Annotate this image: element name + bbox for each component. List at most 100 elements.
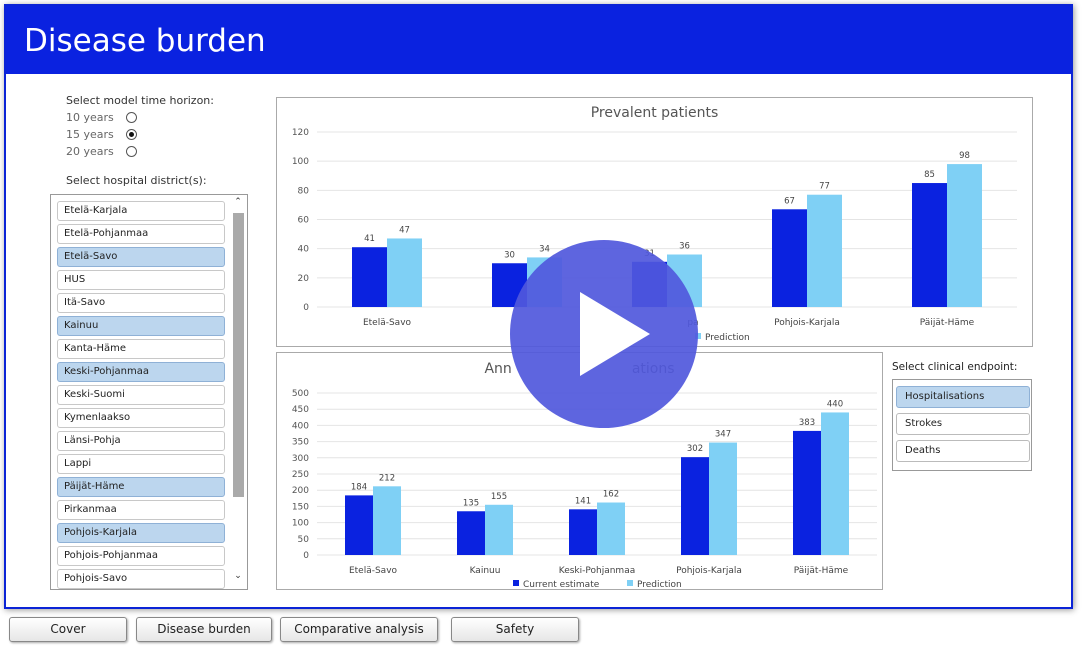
data-label: 41 xyxy=(364,234,375,244)
legend-swatch-current xyxy=(513,580,519,586)
bar-current xyxy=(457,511,485,555)
district-item[interactable]: Etelä-Savo xyxy=(57,247,225,267)
district-item[interactable]: Kanta-Häme xyxy=(57,339,225,359)
tab-cover[interactable]: Cover xyxy=(9,617,127,642)
endpoint-hospitalisations[interactable]: Hospitalisations xyxy=(896,386,1030,408)
scroll-thumb[interactable] xyxy=(233,213,244,497)
district-item[interactable]: Keski-Suomi xyxy=(57,385,225,405)
data-label: 162 xyxy=(603,490,619,500)
play-button[interactable] xyxy=(510,240,698,428)
radio-15-years[interactable]: 15 years xyxy=(66,128,137,141)
bar-current xyxy=(793,430,821,555)
district-listbox[interactable]: ⌃ ⌄ Etelä-Karjala Etelä-Pohjanmaa Etelä-Sa… xyxy=(50,194,248,590)
y-tick-label: 450 xyxy=(292,405,309,415)
bar-current xyxy=(681,457,709,555)
district-item[interactable]: Lappi xyxy=(57,454,225,474)
y-tick-label: 400 xyxy=(292,421,309,431)
data-label: 30 xyxy=(504,250,515,260)
bar-prediction xyxy=(387,238,422,307)
data-label: 212 xyxy=(379,473,395,483)
district-item[interactable]: Länsi-Pohja xyxy=(57,431,225,451)
tab-disease-burden[interactable]: Disease burden xyxy=(136,617,272,642)
radio-label: 15 years xyxy=(66,128,114,141)
data-label: 98 xyxy=(959,151,970,161)
y-tick-label: 50 xyxy=(298,535,310,545)
bar-prediction xyxy=(821,412,849,555)
endpoint-selector[interactable]: Hospitalisations Strokes Deaths xyxy=(892,379,1032,471)
district-item[interactable]: Pohjois-Savo xyxy=(57,569,225,589)
data-label: 347 xyxy=(715,430,731,440)
data-label: 36 xyxy=(679,242,690,252)
x-tick-label: Kainuu xyxy=(470,566,501,576)
x-tick-label: Etelä-Savo xyxy=(349,566,398,576)
y-tick-label: 0 xyxy=(303,303,309,313)
district-item[interactable]: Etelä-Karjala xyxy=(57,201,225,221)
district-item[interactable]: HUS xyxy=(57,270,225,290)
bar-current xyxy=(772,209,807,307)
district-item[interactable]: Keski-Pohjanmaa xyxy=(57,362,225,382)
data-label: 302 xyxy=(687,444,703,454)
radio-button[interactable] xyxy=(126,146,137,157)
chevron-down-icon[interactable]: ⌄ xyxy=(234,571,242,581)
data-label: 85 xyxy=(924,170,935,180)
chart-title-part: Ann xyxy=(484,361,512,377)
data-label: 155 xyxy=(491,492,507,502)
y-tick-label: 20 xyxy=(298,274,310,284)
bar-prediction xyxy=(373,486,401,555)
bar-prediction xyxy=(709,442,737,555)
endpoint-deaths[interactable]: Deaths xyxy=(896,440,1030,462)
y-tick-label: 0 xyxy=(303,551,309,561)
endpoint-label: Select clinical endpoint: xyxy=(892,361,1018,373)
data-label: 67 xyxy=(784,196,795,206)
x-tick-label: Etelä-Savo xyxy=(363,318,412,328)
radio-button[interactable] xyxy=(126,112,137,123)
radio-20-years[interactable]: 20 years xyxy=(66,145,137,158)
data-label: 184 xyxy=(351,482,367,492)
radio-label: 20 years xyxy=(66,145,114,158)
district-item[interactable]: Pohjois-Pohjanmaa xyxy=(57,546,225,566)
x-tick-label: Päijät-Häme xyxy=(920,318,975,328)
chart-title: Prevalent patients xyxy=(590,105,719,121)
y-tick-label: 100 xyxy=(292,157,309,167)
y-tick-label: 40 xyxy=(298,245,310,255)
y-tick-label: 200 xyxy=(292,486,309,496)
legend-label: Prediction xyxy=(705,333,750,343)
data-label: 141 xyxy=(575,496,591,506)
y-tick-label: 120 xyxy=(292,128,309,138)
chevron-up-icon[interactable]: ⌃ xyxy=(234,197,242,207)
district-item[interactable]: Pirkanmaa xyxy=(57,500,225,520)
tab-comparative-analysis[interactable]: Comparative analysis xyxy=(280,617,438,642)
data-label: 34 xyxy=(539,244,550,254)
district-item[interactable]: Kymenlaakso xyxy=(57,408,225,428)
radio-label: 10 years xyxy=(66,111,114,124)
district-item[interactable]: Pohjois-Karjala xyxy=(57,523,225,543)
radio-10-years[interactable]: 10 years xyxy=(66,111,137,124)
legend-swatch-prediction xyxy=(627,580,633,586)
radio-button[interactable] xyxy=(126,129,137,140)
y-tick-label: 100 xyxy=(292,519,309,529)
district-item[interactable]: Päijät-Häme xyxy=(57,477,225,497)
bar-current xyxy=(345,495,373,555)
x-tick-label: Pohjois-Karjala xyxy=(676,566,742,576)
tab-safety[interactable]: Safety xyxy=(451,617,579,642)
y-tick-label: 60 xyxy=(298,216,310,226)
title-bar: Disease burden xyxy=(6,6,1071,74)
y-tick-label: 80 xyxy=(298,186,310,196)
district-item[interactable]: Itä-Savo xyxy=(57,293,225,313)
endpoint-strokes[interactable]: Strokes xyxy=(896,413,1030,435)
bar-prediction xyxy=(947,164,982,307)
bar-current xyxy=(352,247,387,307)
page-title: Disease burden xyxy=(24,23,266,59)
data-label: 440 xyxy=(827,399,843,409)
list-scrollbar[interactable]: ⌃ ⌄ xyxy=(231,197,245,587)
time-horizon-label: Select model time horizon: xyxy=(66,94,214,107)
legend-label: Current estimate xyxy=(523,580,600,589)
x-tick-label: Päijät-Häme xyxy=(794,566,849,576)
district-label: Select hospital district(s): xyxy=(66,174,207,187)
y-tick-label: 150 xyxy=(292,502,309,512)
district-item[interactable]: Etelä-Pohjanmaa xyxy=(57,224,225,244)
data-label: 77 xyxy=(819,182,830,192)
district-item[interactable]: Kainuu xyxy=(57,316,225,336)
data-label: 135 xyxy=(463,498,479,508)
y-tick-label: 350 xyxy=(292,438,309,448)
